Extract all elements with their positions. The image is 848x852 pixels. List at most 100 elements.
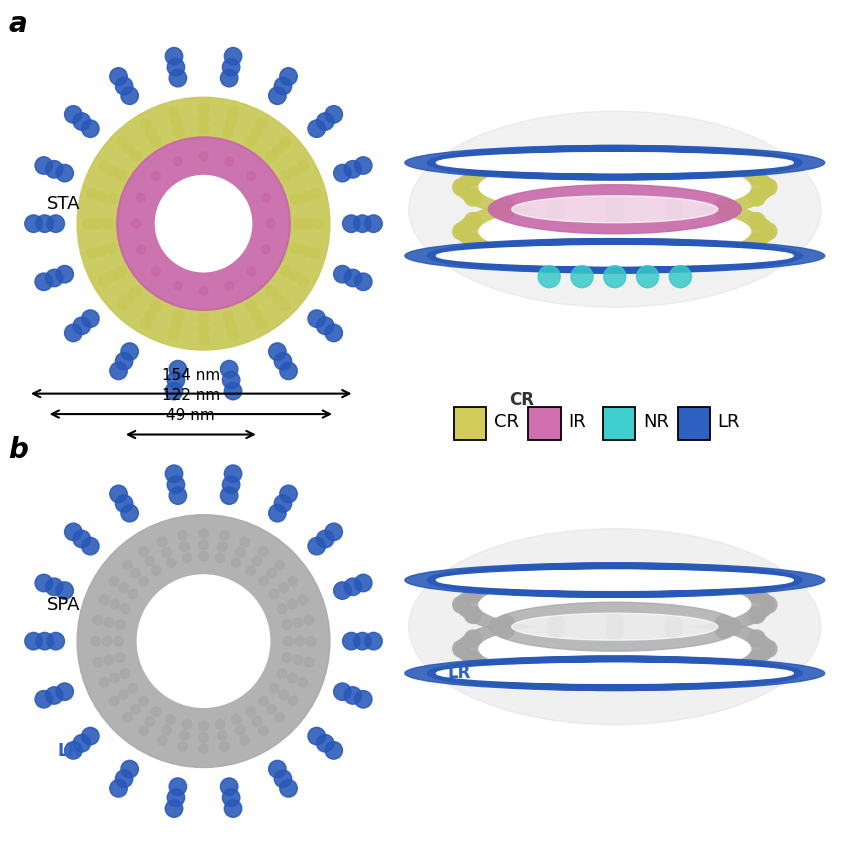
Circle shape	[354, 273, 372, 291]
Circle shape	[198, 551, 209, 561]
Circle shape	[128, 589, 137, 599]
Circle shape	[171, 117, 181, 127]
Circle shape	[198, 314, 209, 324]
Circle shape	[121, 87, 138, 105]
Circle shape	[498, 242, 515, 259]
Circle shape	[93, 615, 103, 625]
Circle shape	[198, 124, 209, 134]
Circle shape	[109, 600, 120, 609]
Circle shape	[715, 204, 732, 221]
Circle shape	[215, 553, 225, 562]
Circle shape	[453, 641, 470, 657]
Circle shape	[256, 118, 266, 129]
Circle shape	[146, 309, 156, 320]
Circle shape	[274, 770, 292, 787]
Circle shape	[498, 621, 515, 638]
Circle shape	[280, 67, 298, 85]
Circle shape	[604, 266, 626, 288]
Circle shape	[465, 586, 482, 602]
Circle shape	[115, 653, 125, 663]
Circle shape	[637, 266, 659, 288]
Circle shape	[280, 300, 291, 311]
Circle shape	[86, 248, 98, 259]
Circle shape	[109, 696, 119, 705]
Circle shape	[270, 589, 279, 599]
Circle shape	[251, 309, 261, 320]
Circle shape	[167, 59, 185, 76]
Circle shape	[548, 621, 565, 638]
Circle shape	[198, 324, 209, 334]
Circle shape	[236, 547, 245, 557]
Circle shape	[131, 568, 140, 578]
Circle shape	[116, 136, 127, 147]
Circle shape	[182, 720, 192, 729]
Circle shape	[107, 165, 118, 176]
Circle shape	[123, 561, 132, 570]
Circle shape	[106, 193, 117, 204]
Circle shape	[304, 658, 314, 667]
Circle shape	[246, 566, 255, 575]
Circle shape	[93, 218, 103, 229]
Circle shape	[748, 586, 765, 602]
Ellipse shape	[475, 153, 755, 172]
Circle shape	[56, 582, 74, 599]
Circle shape	[73, 317, 91, 335]
Circle shape	[246, 707, 255, 717]
Circle shape	[354, 157, 372, 175]
Circle shape	[46, 269, 63, 287]
Circle shape	[226, 117, 236, 127]
Ellipse shape	[427, 239, 802, 273]
Circle shape	[139, 576, 148, 586]
Circle shape	[665, 621, 682, 638]
Circle shape	[109, 577, 119, 586]
Circle shape	[246, 301, 256, 312]
Circle shape	[325, 741, 343, 759]
Circle shape	[283, 636, 293, 646]
Circle shape	[280, 362, 298, 380]
Text: LR: LR	[717, 412, 740, 431]
Circle shape	[137, 575, 270, 707]
Circle shape	[173, 157, 182, 165]
Ellipse shape	[455, 570, 774, 590]
FancyBboxPatch shape	[678, 407, 710, 440]
Circle shape	[465, 651, 482, 667]
Circle shape	[225, 157, 234, 165]
Circle shape	[269, 760, 286, 778]
Circle shape	[220, 486, 238, 504]
Circle shape	[251, 127, 261, 138]
Circle shape	[115, 353, 133, 370]
Circle shape	[228, 330, 238, 341]
Circle shape	[274, 495, 292, 512]
Circle shape	[715, 621, 732, 638]
Circle shape	[171, 320, 181, 331]
Circle shape	[120, 604, 130, 613]
Circle shape	[73, 734, 91, 752]
Circle shape	[606, 250, 623, 267]
Circle shape	[166, 715, 176, 724]
Text: CR: CR	[509, 391, 533, 410]
Ellipse shape	[437, 664, 793, 683]
Circle shape	[225, 282, 234, 291]
Circle shape	[289, 271, 300, 282]
Ellipse shape	[437, 246, 793, 266]
Ellipse shape	[427, 146, 802, 180]
Circle shape	[344, 578, 361, 596]
Circle shape	[220, 778, 238, 796]
Circle shape	[453, 596, 470, 613]
Ellipse shape	[404, 656, 825, 690]
Circle shape	[748, 169, 765, 185]
Circle shape	[498, 615, 515, 632]
Circle shape	[167, 371, 185, 389]
Circle shape	[25, 632, 42, 650]
Circle shape	[606, 623, 623, 640]
Text: a: a	[8, 10, 27, 38]
Text: 122 nm: 122 nm	[162, 388, 220, 403]
Circle shape	[333, 164, 351, 181]
Circle shape	[158, 537, 167, 546]
Circle shape	[269, 343, 286, 360]
Text: 154 nm: 154 nm	[162, 367, 220, 383]
Circle shape	[145, 556, 155, 566]
Circle shape	[298, 677, 308, 687]
Circle shape	[199, 152, 208, 160]
Circle shape	[151, 301, 161, 312]
